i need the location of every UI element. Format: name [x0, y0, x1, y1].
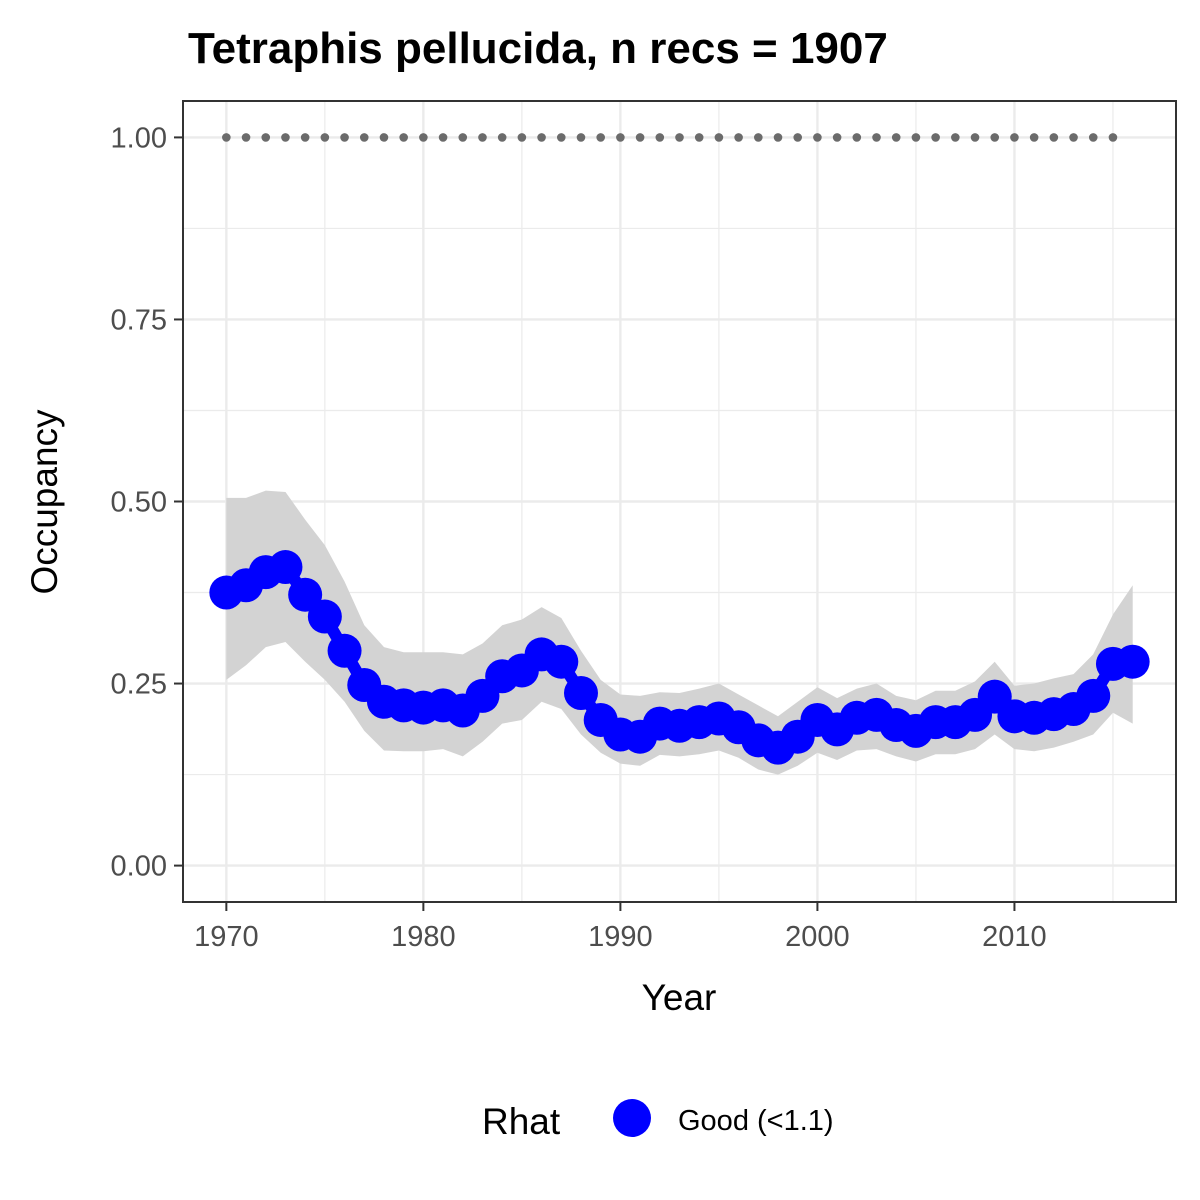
reference-point: [852, 133, 862, 142]
reference-point: [379, 133, 389, 142]
occupancy-point: [563, 676, 598, 711]
reference-point: [635, 133, 645, 142]
reference-point: [694, 133, 704, 142]
legend: Rhat Good (<1.1): [482, 1099, 834, 1142]
reference-point: [675, 133, 684, 142]
occupancy-point: [1115, 644, 1150, 679]
reference-point: [990, 133, 1000, 142]
reference-point: [734, 133, 743, 142]
occupancy-point: [1076, 678, 1111, 713]
reference-point: [951, 133, 960, 142]
reference-point: [714, 133, 724, 142]
reference-point: [773, 133, 783, 142]
y-tick-label: 0.75: [111, 304, 167, 336]
x-tick-label: 1990: [588, 921, 653, 953]
legend-label-good: Good (<1.1): [678, 1105, 834, 1137]
occupancy-point: [544, 644, 579, 679]
occupancy-point: [288, 577, 323, 612]
points-layer: [209, 550, 1150, 765]
reference-point: [281, 133, 290, 142]
y-tick-label: 0.00: [111, 851, 167, 883]
reference-point: [911, 133, 921, 142]
occupancy-point: [327, 633, 362, 668]
legend-key-good: [613, 1099, 651, 1137]
y-axis-title: Occupancy: [24, 409, 65, 595]
reference-point: [1049, 133, 1059, 142]
reference-point: [576, 133, 586, 142]
x-tick-label: 1980: [391, 921, 456, 953]
reference-point: [931, 133, 940, 142]
reference-point: [359, 133, 369, 142]
occupancy-point: [307, 599, 342, 634]
reference-point: [241, 133, 251, 142]
reference-point: [497, 133, 507, 142]
reference-point: [616, 133, 625, 142]
reference-point: [1088, 133, 1098, 142]
reference-point: [813, 133, 822, 142]
y-tick-label: 1.00: [111, 122, 167, 154]
y-tick-label: 0.25: [111, 669, 167, 701]
reference-point: [891, 133, 901, 142]
x-axis: 1970 1980 1990 2000 2010: [194, 902, 1047, 953]
reference-point: [832, 133, 842, 142]
reference-point: [537, 133, 546, 142]
reference-point: [793, 133, 803, 142]
reference-layer: [222, 133, 1118, 142]
y-axis: 0.00 0.25 0.50 0.75 1.00: [111, 122, 183, 883]
reference-point: [1029, 133, 1039, 142]
x-tick-label: 2000: [785, 921, 850, 953]
reference-point: [340, 133, 349, 142]
reference-point: [438, 133, 448, 142]
reference-point: [872, 133, 881, 142]
reference-point: [655, 133, 665, 142]
reference-point: [556, 133, 566, 142]
x-axis-title: Year: [642, 977, 717, 1018]
reference-point: [300, 133, 310, 142]
reference-point: [1108, 133, 1118, 142]
reference-point: [970, 133, 980, 142]
reference-point: [399, 133, 408, 142]
reference-point: [1069, 133, 1078, 142]
reference-point: [596, 133, 605, 142]
reference-point: [1010, 133, 1019, 142]
reference-point: [261, 133, 271, 142]
reference-point: [458, 133, 468, 142]
reference-point: [419, 133, 428, 142]
reference-point: [222, 133, 231, 142]
legend-title: Rhat: [482, 1101, 561, 1142]
x-tick-label: 1970: [194, 921, 259, 953]
y-tick-label: 0.50: [111, 487, 167, 519]
reference-point: [320, 133, 330, 142]
reference-point: [517, 133, 527, 142]
reference-point: [754, 133, 763, 142]
occupancy-point: [268, 550, 303, 585]
x-tick-label: 2010: [982, 921, 1047, 953]
chart-title: Tetraphis pellucida, n recs = 1907: [188, 24, 888, 73]
reference-point: [478, 133, 487, 142]
